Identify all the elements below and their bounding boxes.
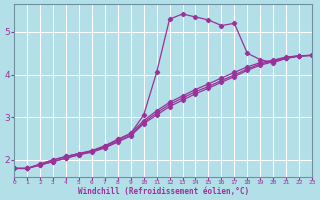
- X-axis label: Windchill (Refroidissement éolien,°C): Windchill (Refroidissement éolien,°C): [77, 187, 249, 196]
